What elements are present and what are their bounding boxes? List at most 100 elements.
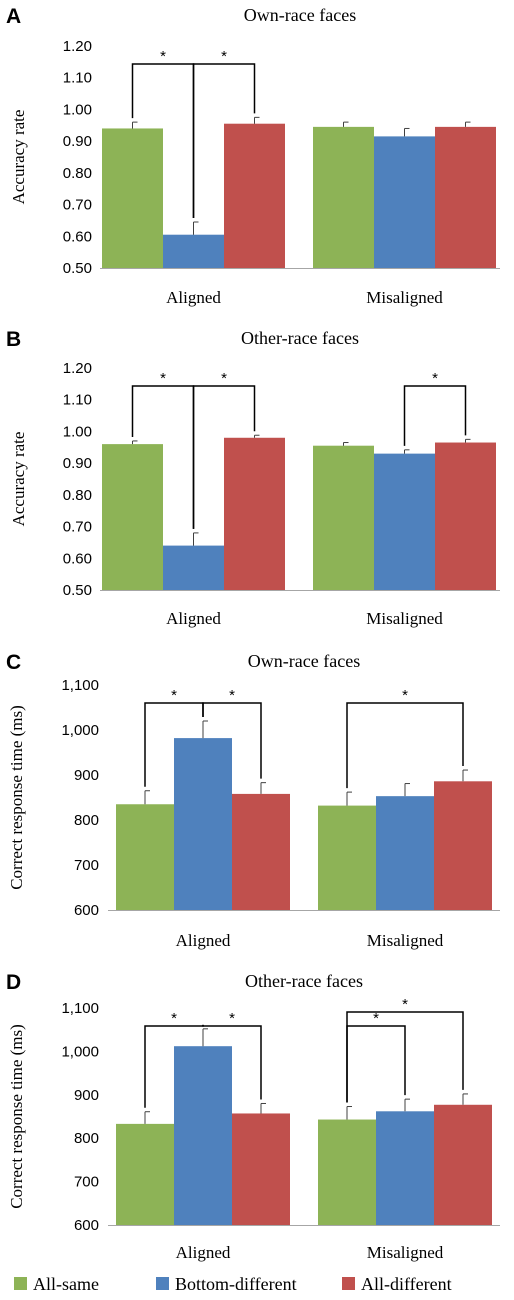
y-tick-label: 1,100 [61, 677, 99, 694]
y-tick-label: 0.70 [63, 519, 92, 536]
category-label: Aligned [166, 609, 221, 628]
panel-letter: D [6, 971, 21, 994]
legend-label: Bottom-different [175, 1274, 297, 1294]
bar-all-same-aligned [116, 1123, 174, 1225]
significance-star: * [373, 1010, 379, 1027]
chart-panel-c: C Own-race faces 600 700 800 900 1,000 1,100 Cor… [6, 651, 500, 950]
y-tick-label: 700 [74, 857, 99, 874]
y-tick-label: 1.10 [63, 70, 92, 87]
y-tick-label: 600 [74, 902, 99, 919]
chart-panels: A Own-race faces 0.50 0.60 0.70 0.80 0.90 1.00 1… [6, 5, 500, 1262]
panel-letter: C [6, 651, 21, 674]
legend-label: All-same [33, 1274, 99, 1294]
significance-bracket [346, 702, 464, 789]
chart-panel-d: D Other-race faces 600 700 800 900 1,000 1,100 C… [6, 971, 500, 1262]
bar-all-same-aligned [102, 444, 163, 590]
category-label: Aligned [176, 931, 231, 950]
bar-all-same-misaligned [313, 126, 374, 268]
bar-bottom-different-aligned [174, 1046, 232, 1225]
bar-all-different-aligned [224, 123, 285, 268]
y-tick-label: 0.70 [63, 197, 92, 214]
bar-all-different-misaligned [435, 442, 496, 590]
bar-bottom-different-misaligned [376, 796, 434, 910]
significance-star: * [402, 687, 408, 704]
bar-all-different-aligned [232, 793, 290, 910]
y-tick-label: 1,000 [61, 1043, 99, 1060]
category-label: Misaligned [366, 609, 443, 628]
legend-swatch-bottom-different [156, 1277, 169, 1290]
significance-bracket [346, 1011, 464, 1103]
y-axis-label: Accuracy rate [9, 432, 28, 527]
y-tick-label: 0.50 [63, 260, 92, 277]
legend-label: All-different [361, 1274, 452, 1294]
bar-all-same-aligned [102, 128, 163, 268]
category-label: Misaligned [367, 1243, 444, 1262]
y-axis-label: Correct response time (ms) [7, 1024, 26, 1209]
category-label: Aligned [166, 288, 221, 307]
y-tick-label: 900 [74, 767, 99, 784]
y-tick-label: 1.00 [63, 423, 92, 440]
bar-all-same-misaligned [313, 445, 374, 590]
y-axis-label: Correct response time (ms) [7, 705, 26, 890]
significance-star: * [171, 687, 177, 704]
chart-title: Other-race faces [245, 971, 363, 991]
y-tick-label: 1.10 [63, 392, 92, 409]
bar-all-same-aligned [116, 804, 174, 910]
category-label: Aligned [176, 1243, 231, 1262]
significance-bracket [202, 1024, 262, 1100]
panel-letter: B [6, 328, 21, 351]
bar-all-different-aligned [224, 437, 285, 590]
y-tick-label: 1.00 [63, 101, 92, 118]
significance-star: * [432, 370, 438, 387]
y-tick-label: 800 [74, 812, 99, 829]
y-tick-label: 600 [74, 1217, 99, 1234]
y-tick-label: 0.80 [63, 165, 92, 182]
panel-letter: A [6, 5, 21, 28]
significance-star: * [160, 370, 166, 387]
y-axis-label: Accuracy rate [9, 110, 28, 205]
chart-panel-b: B Other-race faces 0.50 0.60 0.70 0.80 0.90 1.0… [6, 328, 500, 628]
significance-bracket [403, 385, 467, 446]
y-tick-label: 0.80 [63, 487, 92, 504]
bar-all-different-misaligned [434, 781, 492, 910]
bar-all-different-misaligned [434, 1104, 492, 1225]
significance-star: * [221, 48, 227, 65]
y-tick-label: 0.60 [63, 550, 92, 567]
chart-title: Own-race faces [244, 5, 356, 25]
bar-all-different-misaligned [435, 126, 496, 268]
bar-bottom-different-misaligned [376, 1111, 434, 1225]
y-tick-label: 0.90 [63, 133, 92, 150]
y-tick-label: 700 [74, 1174, 99, 1191]
significance-bracket [346, 1025, 406, 1103]
bar-bottom-different-misaligned [374, 136, 435, 268]
y-tick-label: 900 [74, 1087, 99, 1104]
chart-title: Own-race faces [248, 651, 360, 671]
y-tick-label: 1,000 [61, 722, 99, 739]
y-tick-label: 1.20 [63, 360, 92, 377]
bar-bottom-different-aligned [174, 738, 232, 910]
bar-all-same-misaligned [318, 805, 376, 910]
significance-star: * [229, 1010, 235, 1027]
significance-star: * [402, 996, 408, 1013]
bar-bottom-different-aligned [163, 545, 224, 590]
significance-star: * [160, 48, 166, 65]
y-tick-label: 0.90 [63, 455, 92, 472]
significance-star: * [221, 370, 227, 387]
chart-panel-a: A Own-race faces 0.50 0.60 0.70 0.80 0.90 1.00 1… [6, 5, 500, 307]
legend-swatch-all-different [342, 1277, 355, 1290]
y-tick-label: 800 [74, 1130, 99, 1147]
bar-bottom-different-aligned [163, 234, 224, 268]
significance-bracket [192, 385, 256, 529]
legend: All-same Bottom-different All-different [14, 1274, 452, 1294]
y-tick-label: 0.50 [63, 582, 92, 599]
y-tick-label: 1.20 [63, 38, 92, 55]
bar-bottom-different-misaligned [374, 453, 435, 590]
legend-swatch-all-same [14, 1277, 27, 1290]
category-label: Misaligned [367, 931, 444, 950]
bar-all-same-misaligned [318, 1119, 376, 1225]
bar-all-different-aligned [232, 1113, 290, 1225]
y-tick-label: 0.60 [63, 228, 92, 245]
chart-title: Other-race faces [241, 328, 359, 348]
significance-bracket [202, 702, 262, 779]
